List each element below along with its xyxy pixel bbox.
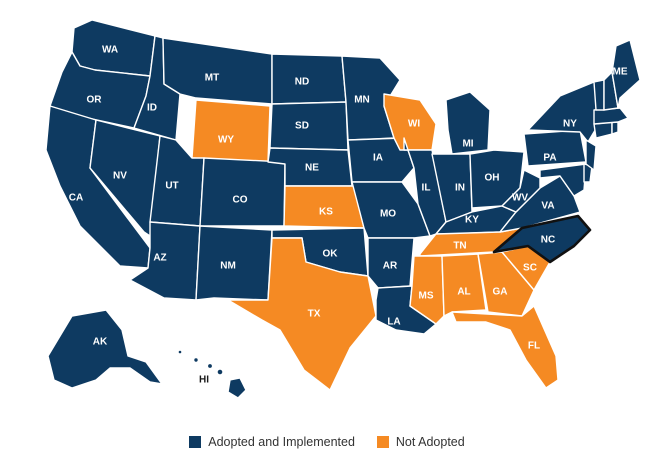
label-wa: WA (102, 45, 118, 56)
state-hi-island[interactable] (216, 368, 224, 376)
label-nm: NM (220, 261, 236, 272)
label-tn: TN (453, 241, 466, 252)
state-mi[interactable] (445, 91, 491, 155)
label-mt: MT (205, 73, 219, 84)
label-sd: SD (295, 121, 309, 132)
legend-item-adopted: Adopted and Implemented (189, 435, 355, 449)
label-in: IN (455, 183, 465, 194)
label-mi: MI (462, 139, 473, 150)
label-ia: IA (373, 153, 383, 164)
state-hi-island[interactable] (177, 349, 183, 355)
label-nd: ND (295, 77, 309, 88)
label-ca: CA (69, 193, 83, 204)
state-ri[interactable] (611, 121, 619, 135)
label-fl: FL (528, 341, 540, 352)
state-co[interactable] (199, 157, 286, 227)
label-hi: HI (199, 375, 209, 386)
label-ny: NY (563, 119, 577, 130)
label-la: LA (387, 317, 400, 328)
state-fl[interactable] (451, 305, 559, 389)
state-al[interactable] (441, 253, 487, 317)
label-ne: NE (305, 163, 319, 174)
label-il: IL (422, 183, 431, 194)
state-va[interactable] (499, 175, 581, 233)
state-nv[interactable] (89, 119, 161, 237)
label-me: ME (613, 67, 628, 78)
state-tx[interactable] (227, 237, 377, 391)
label-ak: AK (93, 337, 108, 348)
us-map-svg: WA OR CA NV ID MT WY UT AZ CO NM ND SD N… (45, 19, 641, 399)
state-vt[interactable] (593, 79, 605, 111)
state-hi[interactable] (227, 377, 247, 399)
label-ky: KY (465, 215, 479, 226)
label-az: AZ (153, 253, 166, 264)
state-mo[interactable] (351, 181, 431, 239)
state-wy[interactable] (191, 99, 271, 163)
state-mt[interactable] (162, 37, 273, 105)
state-labels: WA OR CA NV ID MT WY UT AZ CO NM ND SD N… (69, 45, 628, 386)
label-ms: MS (419, 291, 434, 302)
label-pa: PA (543, 153, 556, 164)
label-wy: WY (218, 135, 234, 146)
state-hi-island[interactable] (206, 362, 214, 370)
legend-swatch-adopted (189, 436, 202, 448)
us-map: WA OR CA NV ID MT WY UT AZ CO NM ND SD N… (45, 19, 641, 399)
legend-swatch-not-adopted (376, 436, 389, 448)
label-id: ID (147, 103, 157, 114)
label-ok: OK (323, 249, 339, 260)
state-ak[interactable] (47, 309, 163, 389)
label-wi: WI (408, 119, 420, 130)
label-ar: AR (383, 261, 398, 272)
label-nv: NV (113, 171, 127, 182)
label-ga: GA (493, 287, 508, 298)
label-mn: MN (354, 95, 370, 106)
label-wv: WV (512, 193, 528, 204)
label-oh: OH (485, 173, 500, 184)
legend-label-adopted: Adopted and Implemented (208, 435, 355, 449)
highlight-outline-nc (492, 214, 592, 264)
label-mo: MO (380, 209, 396, 220)
state-nj[interactable] (585, 139, 597, 171)
label-al: AL (457, 287, 470, 298)
label-co: CO (233, 195, 248, 206)
label-va: VA (541, 201, 554, 212)
legend-item-not-adopted: Not Adopted (376, 435, 465, 449)
label-ut: UT (165, 181, 178, 192)
state-nm[interactable] (195, 225, 273, 301)
state-hi-island[interactable] (192, 356, 200, 364)
state-sd[interactable] (269, 101, 349, 151)
label-sc: SC (523, 263, 537, 274)
state-me[interactable] (611, 39, 641, 109)
legend-label-not-adopted: Not Adopted (395, 435, 465, 449)
label-tx: TX (308, 309, 321, 320)
label-nc: NC (541, 235, 555, 246)
label-or: OR (87, 95, 103, 106)
state-hi-group (177, 349, 247, 399)
label-ks: KS (319, 207, 333, 218)
legend: Adopted and Implemented Not Adopted (0, 430, 654, 454)
